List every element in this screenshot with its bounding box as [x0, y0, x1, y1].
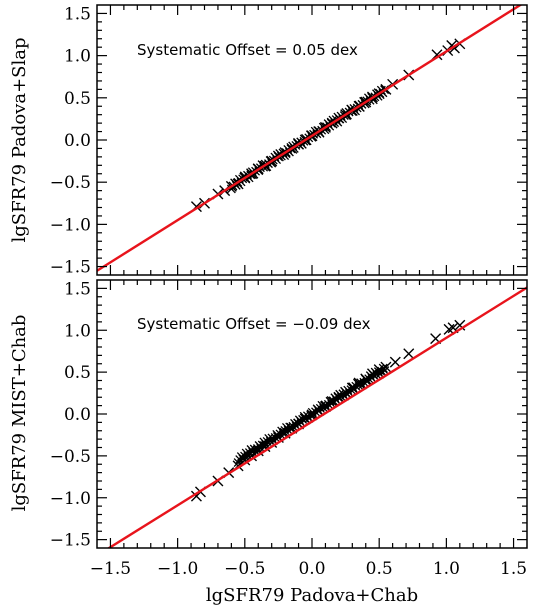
- bottom-data-point: [333, 391, 345, 403]
- top-y-tick-label: 1.0: [64, 47, 91, 67]
- bottom-data-point: [403, 348, 415, 360]
- top-y-tick-label: 0.5: [64, 89, 91, 109]
- bottom-data-point: [389, 356, 401, 368]
- top-y-ticks: [97, 12, 527, 268]
- bottom-data-point: [373, 364, 385, 376]
- bottom-y-ticks: [97, 287, 527, 541]
- bottom-y-tick-labels: −1.5 −1.0 −0.5 0.0 0.5 1.0 1.5: [50, 279, 91, 550]
- top-y-tick-label: −0.5: [50, 173, 91, 193]
- bottom-x-tick-label: 1.0: [433, 559, 460, 579]
- top-y-tick-label: −1.0: [50, 215, 91, 235]
- bottom-x-tick-labels: −1.5 −1.0 −0.5 0.0 0.5 1.0 1.5: [90, 559, 527, 579]
- top-offset-annotation: Systematic Offset = 0.05 dex: [137, 41, 358, 59]
- top-plot-frame: [96, 4, 528, 276]
- top-y-axis-title: lgSFR79 Padova+Slap: [9, 38, 30, 243]
- bottom-data-point: [380, 361, 392, 373]
- x-axis-title: lgSFR79 Padova+Chab: [206, 585, 418, 606]
- bottom-x-tick-label: 1.5: [500, 559, 527, 579]
- bottom-x-tick-label: 0.0: [298, 559, 325, 579]
- bottom-y-tick-label: 0.5: [64, 363, 91, 383]
- top-fit-line: [97, 5, 523, 272]
- bottom-data-point: [346, 382, 358, 394]
- bottom-x-tick-label: −0.5: [224, 559, 265, 579]
- bottom-plot-frame: [96, 279, 528, 549]
- bottom-data-point: [326, 395, 338, 407]
- bottom-data-point: [239, 454, 251, 466]
- bottom-x-tick-label: 0.5: [366, 559, 393, 579]
- bottom-y-axis-title: lgSFR79 MIST+Chab: [9, 315, 30, 512]
- top-y-tick-labels: −1.5 −1.0 −0.5 0.0 0.5 1.0 1.5: [50, 4, 91, 277]
- top-y-tick-label: 0.0: [64, 131, 91, 151]
- bottom-x-ticks: [109, 280, 515, 548]
- bottom-y-tick-label: −1.5: [50, 531, 91, 551]
- bottom-data-point: [246, 450, 258, 462]
- bottom-y-tick-label: −1.0: [50, 489, 91, 509]
- bottom-y-tick-label: −0.5: [50, 447, 91, 467]
- bottom-x-tick-label: −1.0: [157, 559, 198, 579]
- bottom-panel: −1.5 −1.0 −0.5 0.0 0.5 1.0 1.5 −1.5 −1.0 −0.5 0.0…: [9, 279, 528, 606]
- top-x-ticks: [109, 5, 515, 275]
- bottom-x-tick-label: −1.5: [90, 559, 131, 579]
- top-panel: −1.5 −1.0 −0.5 0.0 0.5 1.0 1.5 Systematic Offs…: [9, 4, 528, 278]
- bottom-data-point: [360, 373, 372, 385]
- bottom-fit-line: [106, 286, 527, 548]
- bottom-data-point: [340, 386, 352, 398]
- top-y-tick-label: −1.5: [50, 258, 91, 278]
- bottom-data-point: [366, 368, 378, 380]
- bottom-y-tick-label: 1.5: [64, 279, 91, 299]
- bottom-data-point: [353, 377, 365, 389]
- bottom-offset-annotation: Systematic Offset = −0.09 dex: [137, 315, 371, 333]
- bottom-y-tick-label: 0.0: [64, 405, 91, 425]
- top-y-tick-label: 1.5: [64, 4, 91, 24]
- bottom-y-tick-label: 1.0: [64, 321, 91, 341]
- bottom-data-points: [190, 319, 466, 502]
